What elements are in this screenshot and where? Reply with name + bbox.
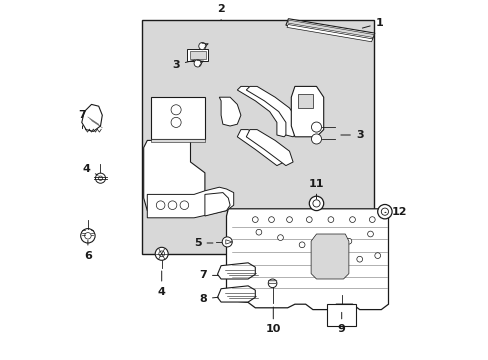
Circle shape bbox=[268, 279, 276, 288]
Circle shape bbox=[306, 217, 311, 222]
Polygon shape bbox=[287, 20, 373, 37]
Polygon shape bbox=[143, 140, 204, 216]
Text: 5: 5 bbox=[193, 238, 212, 248]
Polygon shape bbox=[189, 51, 205, 59]
Circle shape bbox=[286, 217, 292, 222]
Text: 9: 9 bbox=[337, 312, 345, 334]
Circle shape bbox=[381, 208, 387, 215]
Polygon shape bbox=[286, 24, 372, 42]
Polygon shape bbox=[268, 281, 276, 283]
Polygon shape bbox=[151, 139, 204, 142]
Circle shape bbox=[155, 247, 168, 260]
Polygon shape bbox=[186, 49, 208, 61]
Polygon shape bbox=[285, 19, 374, 40]
Circle shape bbox=[199, 42, 205, 50]
Polygon shape bbox=[204, 193, 230, 216]
Circle shape bbox=[171, 105, 181, 115]
Polygon shape bbox=[237, 130, 284, 166]
Circle shape bbox=[367, 231, 373, 237]
Circle shape bbox=[252, 217, 258, 222]
Circle shape bbox=[98, 176, 102, 180]
Polygon shape bbox=[326, 304, 355, 326]
Text: 1: 1 bbox=[362, 18, 383, 28]
Text: 4: 4 bbox=[82, 164, 98, 175]
Circle shape bbox=[327, 217, 333, 222]
Circle shape bbox=[81, 229, 95, 243]
Text: 2: 2 bbox=[217, 4, 224, 20]
Text: 12: 12 bbox=[384, 207, 406, 217]
Circle shape bbox=[309, 196, 323, 211]
Circle shape bbox=[156, 201, 164, 210]
Text: 11: 11 bbox=[308, 179, 324, 199]
Circle shape bbox=[346, 238, 351, 244]
Circle shape bbox=[311, 134, 321, 144]
Polygon shape bbox=[246, 130, 292, 166]
Text: 6: 6 bbox=[84, 240, 92, 261]
Text: 3: 3 bbox=[172, 60, 195, 70]
Circle shape bbox=[180, 201, 188, 210]
Polygon shape bbox=[297, 94, 312, 108]
Polygon shape bbox=[147, 187, 233, 218]
Polygon shape bbox=[217, 286, 255, 302]
Circle shape bbox=[168, 201, 177, 210]
Text: 8: 8 bbox=[199, 294, 218, 304]
Polygon shape bbox=[142, 20, 373, 254]
Text: 4: 4 bbox=[158, 271, 165, 297]
Polygon shape bbox=[151, 97, 204, 139]
Circle shape bbox=[159, 251, 164, 257]
Polygon shape bbox=[217, 263, 255, 279]
Circle shape bbox=[368, 217, 374, 222]
Text: 3: 3 bbox=[340, 130, 363, 140]
Text: 7: 7 bbox=[199, 270, 218, 280]
Circle shape bbox=[320, 246, 326, 251]
Polygon shape bbox=[219, 97, 241, 126]
Text: 7: 7 bbox=[79, 110, 86, 129]
Polygon shape bbox=[310, 234, 348, 279]
Circle shape bbox=[277, 235, 283, 240]
Polygon shape bbox=[237, 86, 287, 137]
Circle shape bbox=[311, 122, 321, 132]
Circle shape bbox=[374, 253, 380, 258]
Circle shape bbox=[171, 117, 181, 127]
Circle shape bbox=[299, 242, 305, 248]
Polygon shape bbox=[291, 86, 323, 137]
Circle shape bbox=[84, 233, 91, 239]
Circle shape bbox=[256, 229, 261, 235]
Polygon shape bbox=[81, 104, 102, 131]
Circle shape bbox=[349, 217, 355, 222]
Polygon shape bbox=[225, 240, 232, 244]
Polygon shape bbox=[246, 86, 296, 137]
Circle shape bbox=[268, 217, 274, 222]
Circle shape bbox=[312, 200, 320, 207]
Circle shape bbox=[95, 173, 105, 183]
Polygon shape bbox=[226, 209, 387, 310]
Circle shape bbox=[194, 60, 201, 67]
Circle shape bbox=[377, 204, 391, 219]
Circle shape bbox=[222, 237, 232, 247]
Text: 10: 10 bbox=[265, 307, 281, 334]
Circle shape bbox=[356, 256, 362, 262]
